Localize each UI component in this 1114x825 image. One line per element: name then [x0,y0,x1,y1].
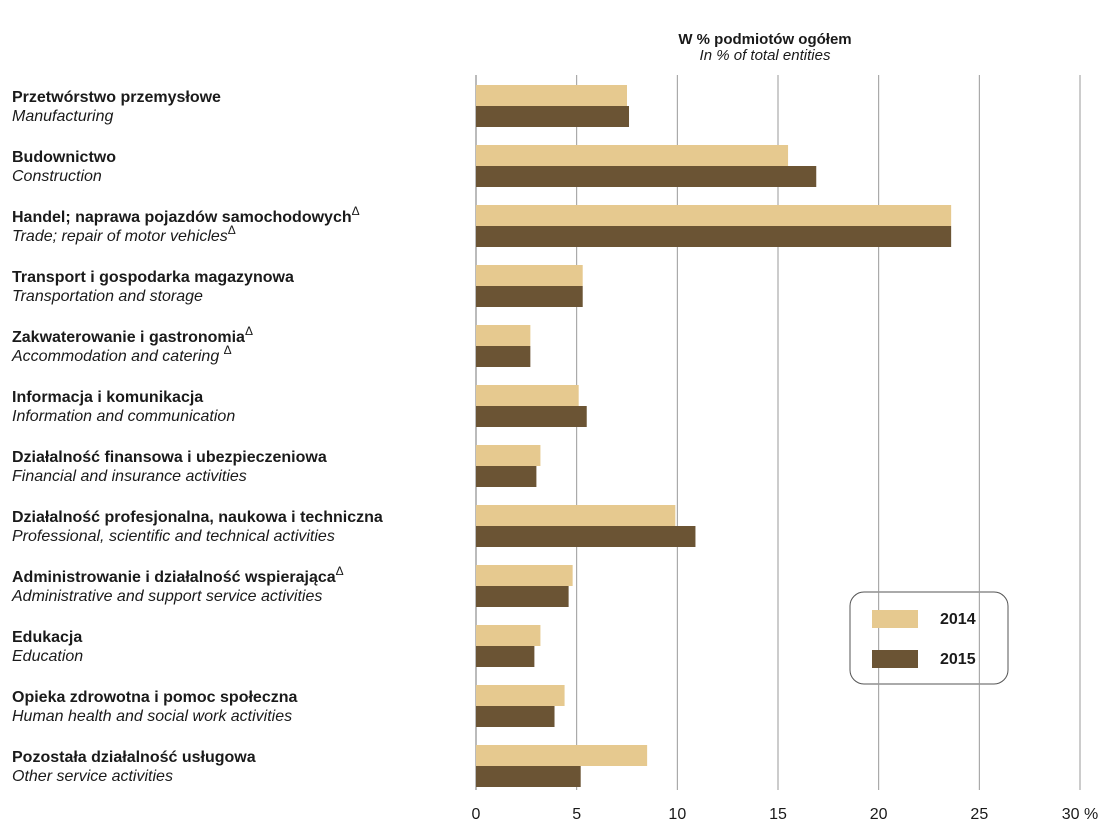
legend-label: 2014 [940,611,976,628]
category-label: Zakwaterowanie i gastronomiaΔ [12,324,253,346]
category-label: Działalność finansowa i ubezpieczeniowa [12,449,327,466]
bar [476,85,627,106]
x-tick-label: 10 [668,806,686,823]
bar [476,766,581,787]
bar [476,745,648,766]
axis-title: W % podmiotów ogółem [678,31,851,48]
category-label: Accommodation and catering Δ [11,343,232,365]
category-label: Human health and social work activities [12,708,292,725]
category-label: Transport i gospodarka magazynowa [12,269,294,286]
category-label: Education [12,648,83,665]
bar [476,646,535,667]
category-label: Manufacturing [12,108,113,125]
category-label: Opieka zdrowotna i pomoc społeczna [12,689,297,706]
bar [476,466,537,487]
x-tick-label: 30 % [1062,806,1098,823]
category-label: Transportation and storage [12,288,203,305]
legend-swatch [872,610,918,628]
bar [476,346,531,367]
x-tick-label: 5 [572,806,581,823]
category-label: Informacja i komunikacja [12,389,203,406]
bar [476,325,531,346]
legend-label: 2015 [940,651,976,668]
x-tick-label: 25 [970,806,988,823]
category-label: Financial and insurance activities [12,468,247,485]
bar [476,706,555,727]
bar [476,505,676,526]
x-tick-label: 15 [769,806,787,823]
x-tick-label: 0 [472,806,481,823]
category-label: Edukacja [12,629,82,646]
category-label: Information and communication [12,408,235,425]
bar [476,445,541,466]
category-label: Działalność profesjonalna, naukowa i tec… [12,509,383,526]
category-label: Administrative and support service activ… [11,588,322,605]
bar [476,166,817,187]
category-label: Pozostała działalność usługowa [12,749,256,766]
bar [476,406,587,427]
bar [476,286,583,307]
category-label: Other service activities [12,768,173,785]
legend-box [849,591,1009,685]
bar [476,145,789,166]
bar [476,625,541,646]
category-label: Budownictwo [12,149,116,166]
bar [476,106,630,127]
legend-swatch [872,650,918,668]
bar [476,205,952,226]
category-label: Przetwórstwo przemysłowe [12,89,221,106]
category-label: Handel; naprawa pojazdów samochodowychΔ [12,204,360,226]
bar [476,226,952,247]
category-label: Professional, scientific and technical a… [12,528,335,545]
bar [476,565,573,586]
axis-subtitle: In % of total entities [700,47,831,64]
category-label: Administrowanie i działalność wspierając… [12,564,344,586]
x-tick-label: 20 [870,806,888,823]
bar [476,526,696,547]
bar [476,685,565,706]
category-label: Construction [12,168,102,185]
bar [476,385,579,406]
bar [476,265,583,286]
category-label: Trade; repair of motor vehiclesΔ [12,223,236,245]
bar [476,586,569,607]
